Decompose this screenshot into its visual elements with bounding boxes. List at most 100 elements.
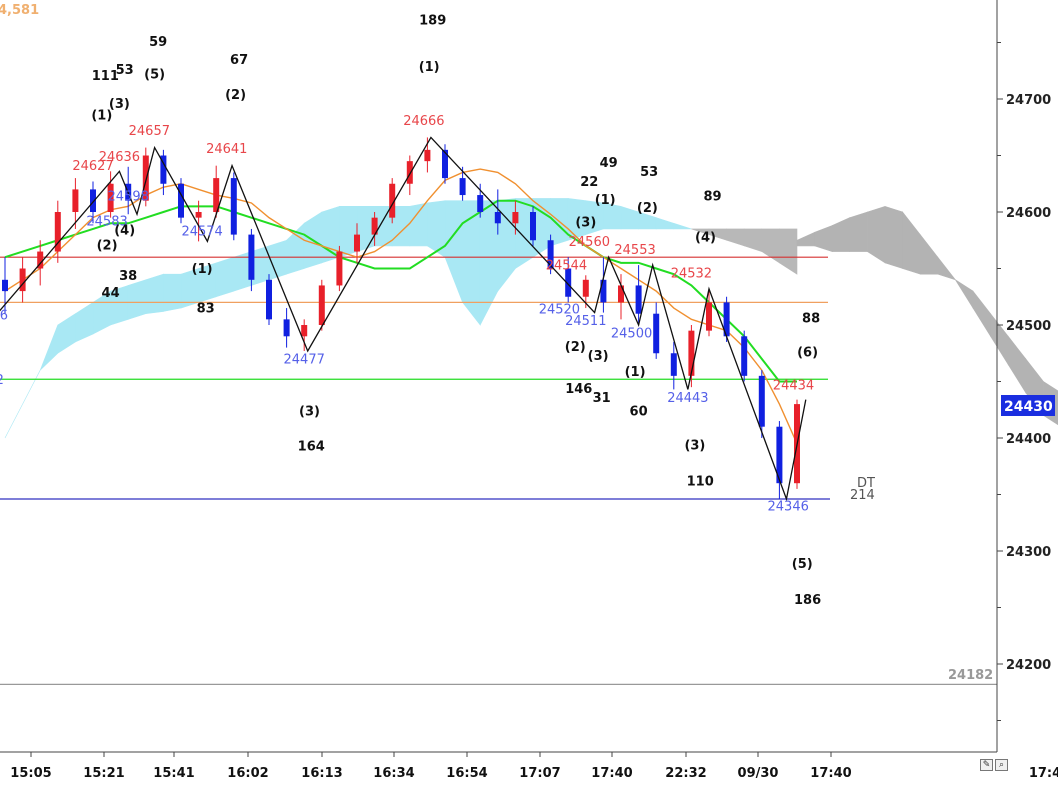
y-tick-label: 24300 — [1006, 545, 1051, 560]
x-tick-label: 17:4 — [1029, 766, 1058, 781]
price-label: 24560 — [569, 235, 610, 250]
x-tick-label: 16:34 — [373, 766, 414, 781]
cloud-segment — [726, 228, 745, 247]
x-tick-label: 17:07 — [519, 766, 560, 781]
candle-body — [19, 268, 26, 292]
indicator-lines — [4, 168, 798, 444]
y-tick-label: 24400 — [1006, 432, 1051, 447]
future-cloud-segment — [919, 233, 939, 275]
candle-body — [670, 353, 677, 376]
price-label: 24520 — [539, 303, 580, 318]
price-box: 24430 — [1001, 395, 1055, 416]
wave-label: (5) — [144, 68, 165, 83]
cloud-segment — [673, 222, 692, 230]
wave-label: (1) — [91, 108, 112, 123]
wave-label: (2) — [637, 201, 658, 216]
candle-body — [706, 302, 712, 331]
cloud-segment — [655, 217, 675, 230]
y-tick-label: 24700 — [1006, 93, 1051, 108]
candle-body — [389, 183, 396, 218]
future-cloud-segment — [937, 256, 957, 281]
wave-label: 186 — [794, 593, 821, 608]
wave-label: (3) — [588, 349, 609, 364]
candle-body — [142, 155, 149, 201]
horizontal-levels — [0, 256, 997, 685]
future-cloud-segment — [814, 225, 833, 252]
annotation-labels: 3246272463624657246412466624560245532454… — [0, 13, 821, 608]
candle-body — [160, 155, 167, 184]
cloud-segment — [22, 370, 41, 405]
tenkan-line — [4, 168, 798, 444]
price-label: 24500 — [611, 326, 652, 341]
candle-body — [248, 234, 255, 280]
candle-body — [477, 195, 484, 212]
price-label: 24477 — [284, 352, 325, 367]
cloud-segment — [4, 403, 23, 439]
level-label: 24182 — [948, 668, 993, 683]
future-cloud-segment — [849, 211, 868, 252]
wave-label: (6) — [797, 346, 818, 361]
dt-label: DT — [857, 476, 875, 491]
candle-body — [776, 426, 783, 484]
future-cloud-segment — [796, 231, 815, 247]
wave-label: (5) — [792, 557, 813, 572]
zoom-tool-button[interactable]: ⌕ — [995, 759, 1008, 771]
candle-body — [283, 319, 290, 337]
wave-label: 49 — [600, 156, 618, 171]
candle-body — [371, 217, 378, 235]
price-label: 2 — [0, 373, 4, 388]
x-tick-label: 15:05 — [10, 766, 51, 781]
zigzag-path — [0, 136, 807, 502]
wave-label: 67 — [230, 53, 248, 68]
wave-label: 53 — [116, 63, 134, 78]
wave-label: (1) — [595, 193, 616, 208]
candle-body — [72, 189, 79, 212]
zigzag-line — [0, 136, 807, 502]
cloud-segment — [57, 313, 76, 354]
wave-label: 59 — [149, 35, 167, 50]
candle-body — [230, 178, 237, 235]
edit-tool-button[interactable]: ✎ — [980, 759, 993, 771]
price-label: 24657 — [129, 124, 170, 139]
future-cloud-segment — [831, 217, 851, 252]
price-label: 24583 — [86, 215, 127, 230]
cloud-segment — [215, 256, 235, 298]
wave-label: 44 — [102, 286, 120, 301]
wave-label: 89 — [703, 190, 721, 205]
candle-body — [424, 149, 431, 162]
wave-label: 110 — [687, 474, 714, 489]
x-tick-label: 16:02 — [227, 766, 268, 781]
x-tick-label: 17:40 — [810, 766, 851, 781]
candle-body — [107, 183, 114, 212]
x-tick-label: 09/30 — [738, 766, 779, 781]
wave-label: 53 — [640, 165, 658, 180]
price-label: 24532 — [671, 267, 712, 282]
cloud-segment — [779, 228, 798, 275]
candle-body — [565, 268, 572, 297]
cloud-segment — [409, 202, 428, 247]
candle-body — [741, 336, 748, 376]
candle-body — [195, 212, 202, 218]
dt-value: 214 — [850, 488, 875, 503]
price-label: 24574 — [181, 225, 222, 240]
candle-body — [442, 149, 448, 179]
price-label: 16 — [0, 308, 8, 323]
kijun-line — [4, 199, 797, 383]
candle-body — [266, 279, 272, 320]
future-cloud-segment — [902, 211, 921, 275]
wave-label: 22 — [580, 175, 598, 190]
candle-body — [37, 251, 44, 269]
wave-label: (2) — [225, 88, 246, 103]
cloud-segment — [127, 279, 147, 320]
price-label: 24627 — [72, 159, 113, 174]
candle-body — [494, 212, 501, 224]
x-tick-label: 17:40 — [591, 766, 632, 781]
candle-body — [635, 285, 642, 314]
candle-body — [336, 251, 343, 286]
wave-label: 164 — [298, 439, 325, 454]
price-label: 24553 — [614, 243, 655, 258]
y-tick-label: 24600 — [1006, 206, 1051, 221]
wave-label: 83 — [197, 302, 215, 317]
x-tick-label: 15:21 — [83, 766, 124, 781]
